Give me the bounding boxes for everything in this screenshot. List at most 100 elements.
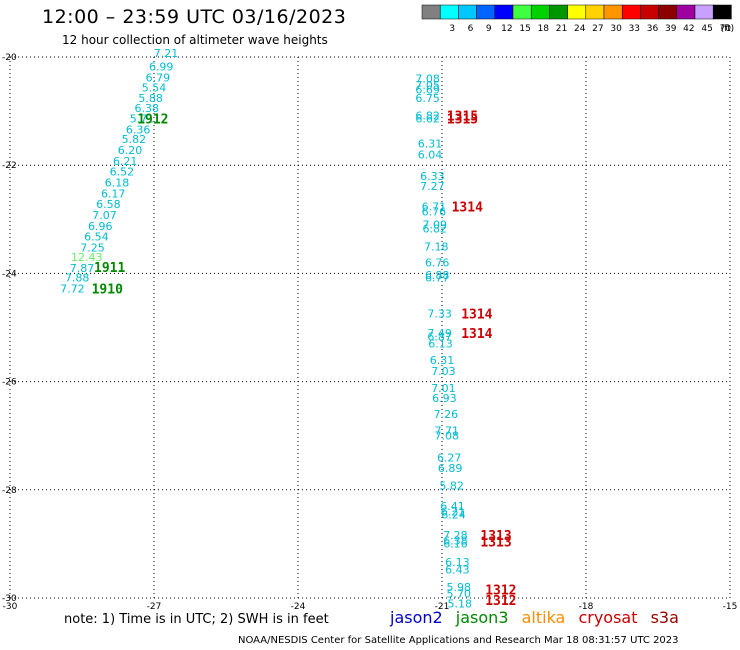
wave-height-label: 5.98 — [447, 581, 472, 594]
wave-height-label: 7.09 — [423, 219, 448, 232]
color-scale-bar: 3 6 9 12 15 18 21 24 27 30 33 36 39 42 45 70(ft) — [421, 4, 735, 34]
wave-height-label: 7.71 — [435, 424, 460, 437]
wave-height-label: 6.79 — [146, 72, 171, 85]
wave-height-label: 6.88 — [425, 269, 450, 282]
wave-height-label: 6.38 — [443, 535, 468, 548]
wave-height-label: 6.89 — [438, 462, 463, 475]
wave-height-label: 5.82 — [439, 479, 464, 492]
colorbar-label: 18 — [538, 24, 550, 34]
wave-height-label: 6.93 — [432, 392, 457, 405]
wave-height-label: 6.87 — [427, 331, 452, 344]
wave-height-label: 7.01 — [431, 382, 456, 395]
wave-height-label: 6.13 — [445, 556, 470, 569]
wave-height-label: 6.58 — [96, 198, 121, 211]
pass-time-label: 1910 — [92, 283, 123, 298]
wave-height-label: 7.88 — [65, 272, 90, 285]
wave-height-label: 7.33 — [427, 307, 452, 320]
pass-time-label: 1314 — [461, 327, 492, 342]
wave-height-label: 6.21 — [441, 505, 466, 518]
wave-height-label: 7.07 — [92, 209, 117, 222]
wave-height-label: 6.27 — [437, 451, 462, 464]
pass-time-label: 1911 — [94, 261, 125, 276]
wave-height-label: 6.04 — [418, 148, 443, 161]
colorbar-label: 36 — [647, 24, 659, 34]
colorbar-label: 12 — [501, 24, 512, 34]
x-tick-label: -30 — [3, 602, 18, 612]
wave-height-label: 6.31 — [418, 138, 443, 151]
wave-height-label: 7.03 — [431, 365, 456, 378]
wave-height-label: 5.70 — [447, 588, 472, 601]
colorbar-unit: (ft) — [721, 24, 735, 34]
wave-height-label: 6.16 — [443, 537, 468, 550]
x-tick-label: -21 — [435, 602, 450, 612]
wave-height-label: 6.76 — [422, 206, 447, 219]
wave-height-label: 6.21 — [113, 155, 138, 168]
colorbar-label: 42 — [683, 24, 694, 34]
colorbar-label: 24 — [574, 24, 586, 34]
colorbar-swatch — [712, 4, 732, 20]
legend-cryosat: cryosat — [578, 608, 638, 627]
wave-height-label: 6.71 — [422, 200, 447, 213]
y-tick-label: -26 — [2, 378, 17, 388]
wave-height-label: 7.49 — [427, 327, 452, 340]
wave-height-label: 5.88 — [138, 92, 163, 105]
wave-height-label: 6.31 — [430, 354, 455, 367]
wave-height-label: 6.69 — [415, 83, 440, 96]
x-tick-label: -27 — [147, 602, 162, 612]
wave-height-label: 5.18 — [448, 597, 473, 610]
colorbar-label: 6 — [468, 24, 474, 34]
legend-altika: altika — [521, 608, 566, 627]
colorbar-label: 21 — [556, 24, 567, 34]
wave-height-label: 6.43 — [445, 563, 470, 576]
colorbar-label: 27 — [592, 24, 603, 34]
wave-height-label: 7.08 — [415, 73, 440, 86]
colorbar-label: 15 — [519, 24, 530, 34]
wave-height-label: 6.41 — [440, 500, 465, 513]
wave-height-label: 6.33 — [420, 170, 445, 183]
wave-height-label: 12.43 — [71, 251, 103, 264]
wave-height-label: 6.76 — [425, 257, 450, 270]
wave-height-label: 7.21 — [154, 47, 179, 60]
pass-time-label: 1314 — [452, 200, 483, 215]
pass-time-label: 1313 — [480, 529, 511, 544]
wave-height-label: 6.96 — [88, 220, 113, 233]
colorbar-label: 70 — [720, 24, 732, 34]
colorbar-label: 9 — [486, 24, 492, 34]
wave-height-label: 6.52 — [110, 166, 135, 179]
colorbar-label: 3 — [449, 24, 455, 34]
pass-time-label: 1314 — [461, 307, 492, 322]
colorbar-label: 30 — [610, 24, 622, 34]
wave-height-label: 7.26 — [434, 408, 459, 421]
colorbar-label: 39 — [665, 24, 677, 34]
pass-time-label: 1312 — [485, 583, 516, 598]
wave-height-label: 6.17 — [101, 187, 126, 200]
pass-time-label: 1313 — [480, 536, 511, 551]
wave-height-label: 7.87 — [70, 262, 95, 275]
y-tick-label: -30 — [2, 594, 17, 604]
wave-height-label: 6.54 — [84, 231, 109, 244]
wave-height-label: 5.71 — [130, 113, 155, 126]
pass-time-label: 1315 — [447, 113, 478, 128]
wave-height-label: 6.77 — [425, 272, 450, 285]
wave-height-label: 7.05 — [415, 79, 440, 92]
wave-height-label: 6.75 — [415, 92, 440, 105]
x-tick-label: -15 — [723, 602, 738, 612]
chart-title: 12:00 – 23:59 UTC 03/16/2023 — [42, 6, 347, 28]
wave-height-label: 7.18 — [424, 240, 449, 253]
pass-time-label: 1312 — [485, 594, 516, 609]
colorbar-label: 33 — [629, 24, 640, 34]
legend-jason3: jason3 — [455, 608, 509, 627]
footer-note: note: 1) Time is in UTC; 2) SWH is in fe… — [64, 612, 329, 627]
wave-height-label: 5.54 — [142, 81, 167, 94]
satellite-legend: jason2 jason3 altika cryosat s3a — [390, 608, 687, 627]
x-tick-label: -18 — [579, 602, 594, 612]
wave-height-label: 7.28 — [443, 529, 468, 542]
wave-height-label: 7.08 — [435, 430, 460, 443]
wave-height-label: 7.27 — [420, 180, 445, 193]
wave-height-label: 6.82 — [423, 222, 448, 235]
credit-line: NOAA/NESDIS Center for Satellite Applica… — [238, 635, 679, 646]
y-tick-label: -22 — [2, 161, 17, 171]
wave-height-label: 7.72 — [60, 283, 85, 296]
wave-height-label: 6.36 — [126, 123, 151, 136]
